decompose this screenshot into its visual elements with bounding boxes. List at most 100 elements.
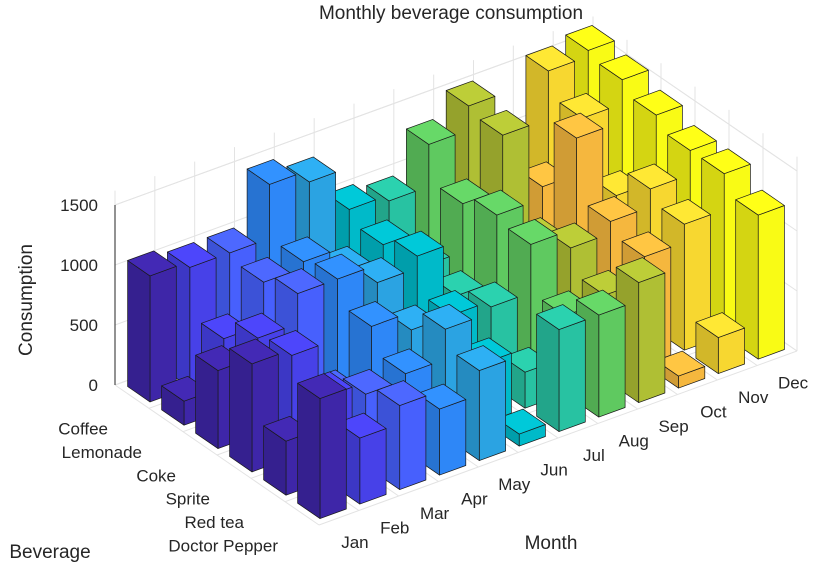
- bar-face-top: [445, 80, 496, 107]
- bar-face-front: [319, 388, 347, 519]
- bar-face-top: [633, 89, 683, 116]
- bar-face-top: [474, 189, 524, 216]
- bar-face-side: [229, 348, 253, 473]
- bar-face-top: [496, 408, 546, 435]
- bar-face-side: [536, 313, 560, 432]
- x-tick-label: Feb: [380, 518, 409, 537]
- bar-face-side: [195, 354, 219, 449]
- grid-line: [318, 350, 798, 526]
- x-tick-label: Aug: [619, 431, 649, 450]
- bar-face-top: [661, 198, 711, 225]
- bar-aug-doctor-pepper: [576, 289, 626, 418]
- bar-face-top: [297, 373, 347, 399]
- bar-face-top: [547, 222, 598, 249]
- bar-dec-doctor-pepper: [735, 189, 785, 360]
- bar-face-top: [274, 268, 325, 294]
- bar-face-top: [468, 281, 518, 308]
- bar-face-top: [286, 156, 336, 183]
- x-tick-label: Jul: [583, 446, 605, 465]
- x-tick-label: Mar: [420, 504, 450, 523]
- y-tick-label: Coffee: [58, 420, 108, 439]
- ticks-layer: 0 500 1000 1500 Jan Feb Mar Apr May Jun Jul Aug Sep O…: [58, 196, 808, 555]
- x-tick-label: Jan: [341, 533, 368, 552]
- chart-title: Monthly beverage consumption: [319, 3, 583, 24]
- bar-face-top: [326, 184, 376, 210]
- bar-face-front: [558, 319, 586, 432]
- bar-face-top: [269, 330, 319, 356]
- x-tick-label: Dec: [778, 373, 809, 392]
- x-tick-label: May: [498, 475, 531, 494]
- bar-nov-red-tea: [661, 198, 711, 351]
- x-tick-label: Apr: [461, 489, 488, 508]
- x-axis-title: Month: [525, 533, 578, 554]
- y-tick-label: Red tea: [184, 513, 244, 532]
- bar-face-top: [655, 350, 706, 377]
- bar-face-side: [297, 382, 321, 519]
- bar-face-top: [525, 45, 575, 72]
- bar-face-top: [667, 125, 717, 151]
- bar-face-top: [576, 289, 626, 316]
- bar-face-top: [422, 303, 472, 330]
- bar-face-top: [416, 383, 467, 410]
- bar-face-front: [439, 399, 467, 476]
- bar-face-top: [406, 119, 456, 145]
- z-tick-label: 1500: [60, 196, 98, 215]
- bar-face-side: [127, 260, 151, 403]
- y-axis-title: Beverage: [9, 542, 90, 563]
- y-tick-label: Lemonade: [62, 443, 142, 462]
- bar-face-front: [399, 395, 427, 490]
- x-tick-label: Nov: [738, 388, 769, 407]
- bar-face-front: [638, 272, 666, 403]
- y-tick-label: Coke: [136, 466, 176, 485]
- bar-face-top: [235, 312, 285, 339]
- bar-face-top: [599, 54, 649, 81]
- z-tick-label: 500: [70, 316, 98, 335]
- x-tick-label: Oct: [700, 402, 727, 421]
- bar-face-top: [508, 219, 558, 245]
- bar-face-top: [615, 257, 666, 283]
- x-tick-label: Jun: [540, 460, 567, 479]
- bar-face-top: [127, 250, 177, 277]
- bar-face-front: [359, 428, 387, 505]
- bar-face-top: [621, 231, 672, 258]
- bar-face-top: [627, 163, 677, 190]
- bars-layer: [127, 25, 785, 519]
- bar-face-top: [735, 189, 785, 216]
- bar-jan-coffee: [127, 250, 177, 403]
- y-tick-label: Doctor Pepper: [168, 536, 278, 555]
- bar-jan-coke: [195, 345, 245, 449]
- bar-nov-doctor-pepper: [695, 312, 745, 374]
- bar-face-top: [695, 312, 745, 338]
- bar-face-top: [167, 242, 217, 268]
- bar-face-top: [479, 109, 530, 136]
- bar-face-top: [337, 412, 387, 439]
- bar-face-top: [348, 301, 399, 327]
- bar-jul-doctor-pepper: [536, 304, 586, 432]
- bar-face-front: [598, 305, 626, 418]
- bar-jun-doctor-pepper: [496, 408, 546, 447]
- bar-face-top: [314, 253, 365, 280]
- y-tick-label: Sprite: [166, 490, 210, 509]
- bar-face-top: [553, 112, 604, 139]
- bar-face-top: [559, 92, 609, 119]
- bar-face-front: [757, 205, 785, 360]
- bar-face-top: [565, 25, 615, 51]
- bar-face-top: [246, 159, 297, 185]
- bar-face-top: [354, 257, 404, 283]
- bar-face-top: [456, 345, 506, 371]
- bar-face-top: [701, 148, 751, 175]
- bar-face-top: [382, 348, 433, 375]
- bar-face-top: [587, 196, 638, 222]
- bar-face-top: [280, 236, 331, 263]
- bar-face-front: [478, 360, 506, 461]
- bar-face-top: [376, 380, 427, 406]
- x-tick-label: Sep: [658, 417, 688, 436]
- z-tick-label: 0: [89, 376, 98, 395]
- z-axis-title: Consumption: [16, 244, 37, 356]
- bar-face-top: [206, 227, 257, 254]
- bar-face-top: [536, 304, 586, 330]
- bar-face-top: [394, 230, 444, 257]
- bar-face-top: [229, 338, 279, 365]
